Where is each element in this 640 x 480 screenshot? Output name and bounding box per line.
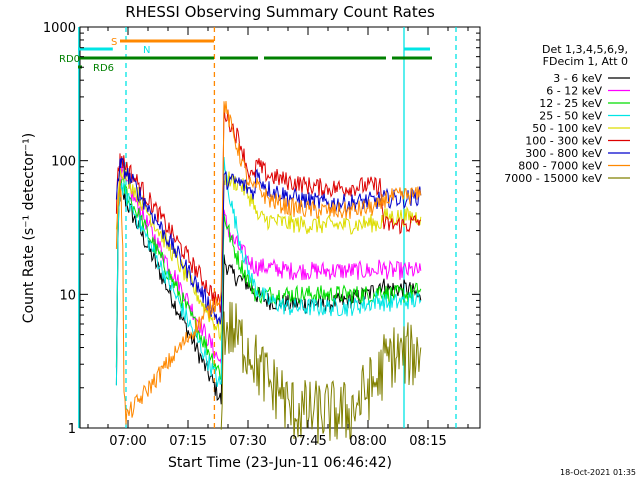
plot-area [79, 26, 481, 429]
series-line-5 [115, 103, 422, 313]
series-line-2 [115, 176, 422, 381]
legend-label-4: 50 - 100 keV [532, 122, 602, 135]
y-tick-label-3: 1000 [43, 21, 76, 36]
x-axis-label: Start Time (23-Jun-11 06:46:42) [168, 455, 392, 471]
state-label-n: N [143, 45, 150, 56]
legend-label-2: 12 - 25 keV [539, 97, 602, 110]
y-tick-label-0: 1 [68, 422, 76, 437]
x-tick-label-2: 07:30 [229, 434, 266, 449]
legend: Det 1,3,4,5,6,9,FDecim 1, Att 0 3 - 6 keV… [504, 43, 630, 185]
x-tick-label-3: 07:45 [289, 434, 326, 449]
legend-label-7: 800 - 7000 keV [518, 160, 602, 173]
plot-frame [79, 26, 481, 429]
x-tick-label-4: 08:00 [349, 434, 386, 449]
y-axis-label: Count Rate (s⁻¹ detector⁻¹) [21, 133, 37, 323]
legend-label-3: 25 - 50 keV [539, 110, 602, 123]
chart-title: RHESSI Observing Summary Count Rates [125, 3, 435, 21]
x-tick-label-1: 07:15 [169, 434, 206, 449]
legend-header-1: FDecim 1, Att 0 [543, 55, 628, 68]
legend-label-8: 7000 - 15000 keV [504, 172, 602, 185]
series-line-1 [115, 166, 422, 369]
legend-header-0: Det 1,3,4,5,6,9, [542, 43, 628, 56]
series-line-7 [115, 100, 422, 425]
state-label-rd0: RD0 [59, 54, 80, 65]
series-lines [115, 100, 422, 444]
series-line-8 [220, 301, 422, 444]
series-line-3 [115, 156, 422, 387]
legend-label-5: 100 - 300 keV [525, 135, 602, 148]
y-tick-label-2: 100 [51, 155, 76, 170]
axes: 1 10 100 1000 07:00 07:15 07:30 07:45 08:00 08:15 [43, 21, 480, 449]
vertical-markers [78, 27, 457, 428]
y-tick-label-1: 10 [59, 288, 76, 303]
x-tick-label-0: 07:00 [109, 434, 146, 449]
series-line-4 [115, 166, 422, 342]
timestamp: 18-Oct-2021 01:35 [560, 468, 636, 477]
legend-label-0: 3 - 6 keV [553, 72, 602, 85]
legend-label-6: 300 - 800 keV [525, 147, 602, 160]
state-label-rd6: RD6 [93, 63, 114, 74]
series-line-6 [115, 157, 422, 325]
series-line-0 [115, 183, 422, 405]
x-tick-label-5: 08:15 [409, 434, 446, 449]
legend-label-1: 6 - 12 keV [546, 85, 602, 98]
state-label-s: S [111, 37, 117, 48]
state-bars: S N RD0 RD6 [59, 37, 432, 74]
